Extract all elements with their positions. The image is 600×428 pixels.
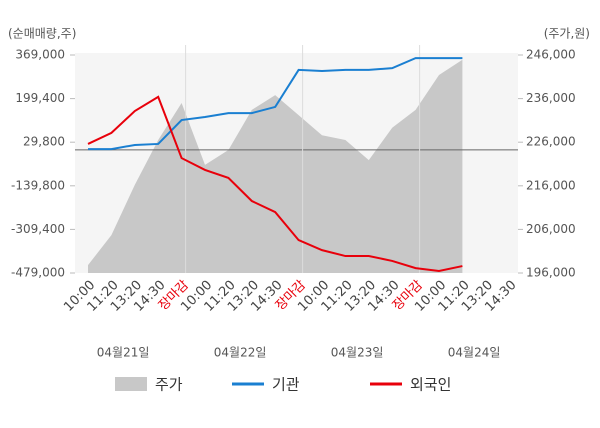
legend-label: 주가 [155, 376, 183, 394]
y-tick-label: -139,800 [11, 178, 65, 192]
series-line [88, 57, 463, 151]
y-tick-label: 369,000 [15, 48, 65, 62]
date-label: 04월22일 [214, 346, 267, 360]
y-tick-label: -479,000 [11, 266, 65, 280]
y2-tick-label: 236,000 [526, 91, 576, 105]
y2-tick-label: 226,000 [526, 135, 576, 149]
y2-tick-label: 196,000 [526, 266, 576, 280]
series-line [87, 95, 463, 272]
y2-axis-label: (주가,원) [544, 27, 590, 41]
date-label: 04월24일 [448, 346, 501, 360]
y-tick-label: 199,400 [15, 91, 65, 105]
y2-tick-label: 206,000 [526, 222, 576, 236]
y-tick-label: -309,400 [11, 222, 65, 236]
date-label: 04월21일 [97, 346, 150, 360]
legend-label: 외국인 [410, 376, 451, 394]
price-area [88, 59, 463, 273]
y2-tick-label: 216,000 [526, 178, 576, 192]
y-tick-label: 29,800 [23, 135, 65, 149]
y2-tick-label: 246,000 [526, 48, 576, 62]
legend-swatch [115, 377, 147, 391]
y-axis-label: (순매매량,주) [8, 27, 76, 41]
legend-label: 기관 [272, 376, 300, 394]
date-label: 04월23일 [331, 346, 384, 360]
